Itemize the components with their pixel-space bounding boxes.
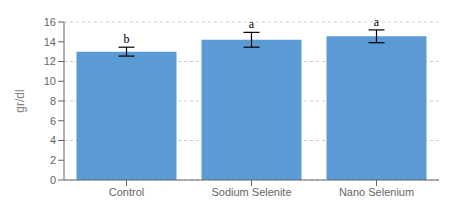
svg-text:0: 0 xyxy=(50,174,56,186)
svg-text:12: 12 xyxy=(44,55,56,67)
svg-text:gr/dl: gr/dl xyxy=(13,89,27,112)
svg-text:6: 6 xyxy=(50,115,56,127)
svg-text:a: a xyxy=(374,15,380,29)
svg-text:Control: Control xyxy=(109,186,144,198)
svg-text:4: 4 xyxy=(50,134,56,146)
svg-text:10: 10 xyxy=(44,75,56,87)
svg-text:b: b xyxy=(124,32,130,46)
svg-text:2: 2 xyxy=(50,154,56,166)
svg-text:a: a xyxy=(249,17,255,31)
svg-text:8: 8 xyxy=(50,95,56,107)
svg-text:16: 16 xyxy=(44,16,56,28)
svg-text:14: 14 xyxy=(44,36,56,48)
svg-text:Nano Selenium: Nano Selenium xyxy=(339,186,414,198)
svg-text:Sodium Selenite: Sodium Selenite xyxy=(211,186,291,198)
